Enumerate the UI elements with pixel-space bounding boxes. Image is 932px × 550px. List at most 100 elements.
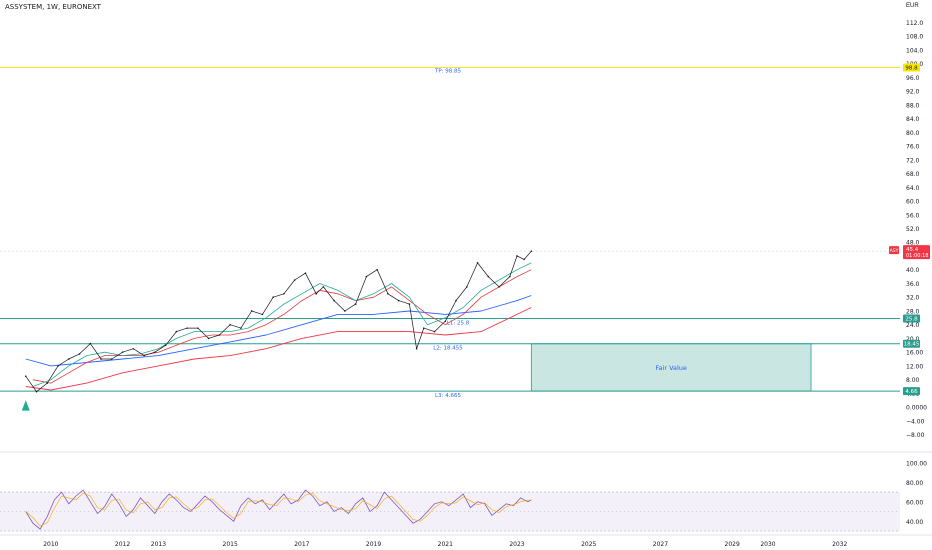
y-tick-label: 112.0 <box>906 20 923 27</box>
x-tick-label: 2013 <box>151 541 166 548</box>
price-point <box>344 310 346 312</box>
price-point <box>272 296 274 299</box>
last-price-value: 45.4 <box>906 247 919 253</box>
price-point <box>143 354 145 357</box>
price-point <box>283 292 285 295</box>
price-point <box>111 358 113 360</box>
level-badge-text: 25.8 <box>905 317 918 323</box>
price-point <box>132 347 135 350</box>
x-tick-label: 2032 <box>832 541 847 548</box>
price-point <box>354 303 357 305</box>
x-tick-label: 2027 <box>653 541 668 548</box>
price-point <box>516 255 518 257</box>
x-tick-label: 2029 <box>725 541 740 548</box>
rsi-band <box>0 492 900 531</box>
y-tick-label: 104.0 <box>906 47 923 54</box>
price-point <box>164 344 167 347</box>
price-point <box>186 327 188 329</box>
y-tick-label: 32.0 <box>906 295 920 302</box>
price-point <box>24 375 27 378</box>
y-tick-label: 64.0 <box>906 185 920 192</box>
x-tick-label: 2025 <box>581 541 596 548</box>
last-price-badge <box>903 245 930 260</box>
price-line <box>25 250 532 393</box>
price-point <box>175 330 178 333</box>
level-label-tp: TP: 98.85 <box>434 69 462 75</box>
level-badge-text: 98.8 <box>905 66 918 72</box>
fair-value-label: Fair Value <box>655 364 687 372</box>
price-point <box>154 351 156 353</box>
y-tick-label: 48.0 <box>906 240 920 247</box>
ma-slow-line <box>25 295 532 367</box>
rsi-tick-label: 80.00 <box>906 480 923 487</box>
price-point <box>261 313 264 316</box>
price-point <box>376 268 378 271</box>
y-tick-label: 40.0 <box>906 267 920 274</box>
level-label-l2: L2: 18.455 <box>433 346 463 352</box>
price-point <box>315 292 318 295</box>
y-tick-label: 56.0 <box>906 212 920 219</box>
price-point <box>197 327 199 329</box>
y-tick-label: 12.00 <box>906 363 923 370</box>
price-point <box>397 299 400 302</box>
price-point <box>100 358 102 360</box>
y-tick-label: −4.00 <box>906 418 925 425</box>
level-badge-text: 18.45 <box>904 342 920 348</box>
level-badge-tp <box>903 63 920 72</box>
chart-title: ASSYSTEM, 1W, EURONEXT <box>5 3 101 11</box>
price-point <box>250 310 253 312</box>
ticker-badge <box>889 246 899 255</box>
price-point <box>57 365 59 367</box>
level-badge-l2 <box>903 339 920 348</box>
level-badge-text: 4.66 <box>905 389 918 395</box>
price-point <box>67 358 70 360</box>
x-tick-label: 2021 <box>438 541 453 548</box>
level-label-l3: L3: 4.665 <box>435 393 461 399</box>
y-tick-label: 16.00 <box>906 350 923 357</box>
price-point <box>121 351 124 353</box>
y-tick-label: 108.0 <box>906 34 923 41</box>
price-point <box>387 292 389 295</box>
y-tick-label: 96.0 <box>906 75 920 82</box>
y-tick-label: 88.0 <box>906 102 920 109</box>
y-tick-label: 52.0 <box>906 226 920 233</box>
ma-long-line <box>25 307 532 391</box>
currency-label: EUR <box>906 3 919 9</box>
price-point <box>415 347 418 350</box>
price-point <box>444 320 447 323</box>
price-point <box>46 382 49 384</box>
price-point <box>35 390 38 393</box>
price-point <box>229 323 231 326</box>
ticker-badge-text: ASY <box>890 248 899 254</box>
level-label-l1: L1: 25.8 <box>447 321 470 327</box>
price-point <box>365 275 368 278</box>
price-point <box>408 303 411 305</box>
price-point <box>240 327 242 329</box>
y-tick-label: 8.00 <box>906 377 920 384</box>
x-tick-label: 2012 <box>115 541 130 548</box>
price-point <box>509 275 511 278</box>
price-point <box>422 327 425 329</box>
countdown-value: 01:00:18 <box>906 253 928 259</box>
price-point <box>218 334 221 336</box>
x-tick-label: 2010 <box>43 541 58 548</box>
price-point <box>322 286 325 288</box>
y-tick-label: 0.0000 <box>906 405 927 412</box>
x-tick-label: 2019 <box>366 541 381 548</box>
y-tick-label: 20.0 <box>906 336 920 343</box>
price-point <box>207 337 210 340</box>
rsi-tick-label: 100.00 <box>906 460 927 467</box>
rsi-tick-label: 40.00 <box>906 519 923 526</box>
y-tick-label: 92.0 <box>906 89 920 96</box>
price-point <box>487 275 490 278</box>
x-tick-label: 2015 <box>223 541 238 548</box>
level-badge-l3 <box>903 387 920 396</box>
y-tick-label: 84.0 <box>906 116 920 123</box>
x-tick-label: 2017 <box>294 541 309 548</box>
y-tick-label: 68.0 <box>906 171 920 178</box>
price-point <box>455 299 457 302</box>
price-point <box>433 330 436 333</box>
price-point <box>304 272 307 274</box>
